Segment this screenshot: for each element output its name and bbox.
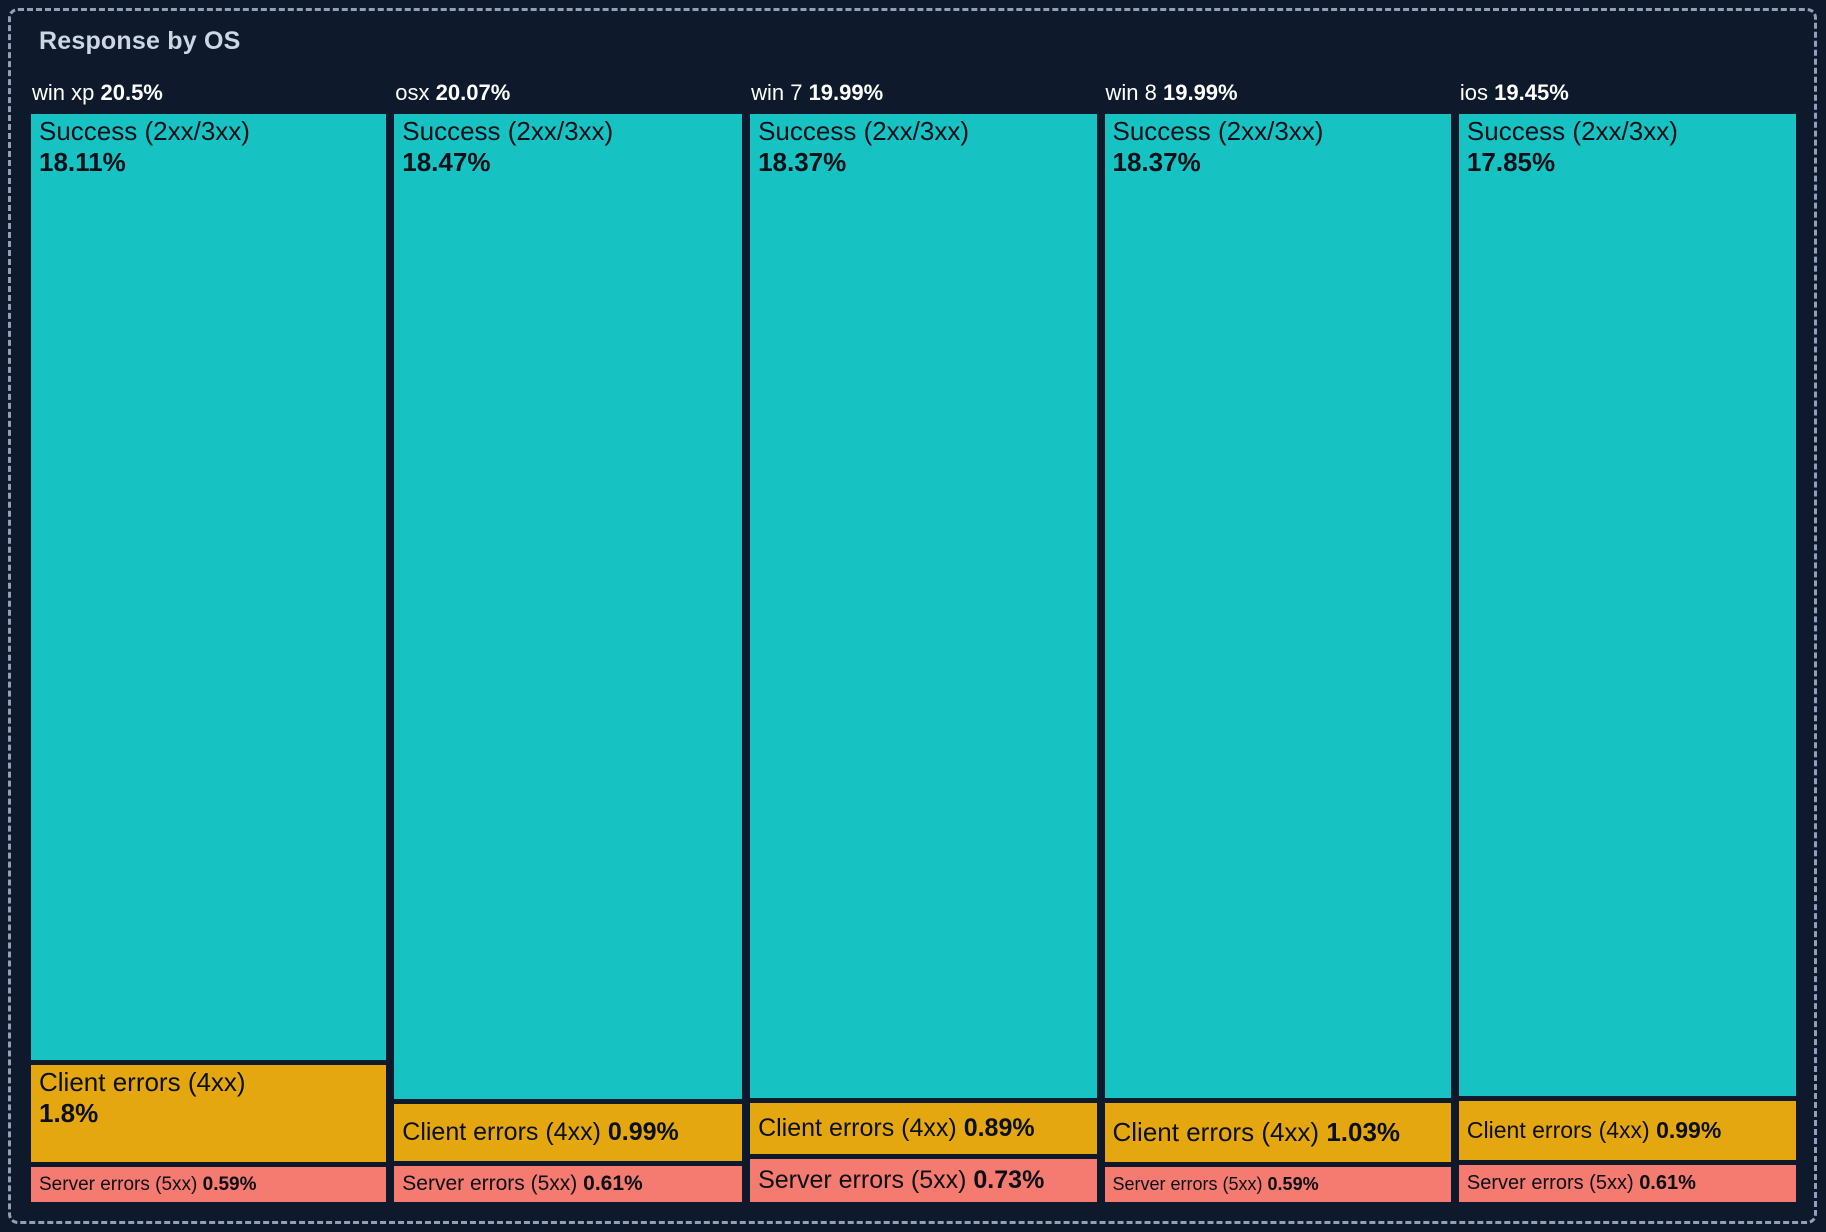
treemap-column-ios: ios 19.45% Success (2xx/3xx) 17.85% Clien… [1458, 80, 1796, 1203]
treemap-cell-server-errors[interactable]: Server errors (5xx) 0.59% [1104, 1166, 1451, 1202]
os-name: win 7 [751, 80, 803, 105]
cell-label: Success (2xx/3xx) [1112, 116, 1324, 146]
treemap-column-win-xp: win xp 20.5% Success (2xx/3xx) 18.11% Cli… [31, 80, 387, 1202]
treemap-cell-client-errors[interactable]: Client errors (4xx) 1.8% [31, 1064, 387, 1163]
cell-label: Server errors (5xx) [1466, 1171, 1634, 1194]
cell-value: 0.89% [963, 1113, 1035, 1142]
cell-value: 1.03% [1326, 1116, 1401, 1147]
column-segments: Success (2xx/3xx) 18.37% Client errors (4… [750, 114, 1097, 1202]
cell-label: Client errors (4xx) [1466, 1116, 1650, 1143]
column-segments: Success (2xx/3xx) 18.47% Client errors (4… [394, 114, 743, 1202]
os-name: ios [1459, 80, 1489, 105]
treemap-chart: win xp 20.5% Success (2xx/3xx) 18.11% Cli… [31, 80, 1796, 1203]
os-total-pct: 20.07% [435, 80, 511, 105]
cell-label: Success (2xx/3xx) [402, 116, 614, 146]
cell-value: 0.73% [973, 1166, 1045, 1195]
os-name: win xp [32, 80, 95, 105]
cell-value: 0.61% [583, 1171, 643, 1195]
cell-value: 18.37% [758, 147, 847, 178]
os-total-pct: 20.5% [100, 80, 163, 105]
cell-label: Client errors (4xx) [402, 1117, 601, 1146]
treemap-column-win-8: win 8 19.99% Success (2xx/3xx) 18.37% Cli… [1104, 80, 1451, 1202]
cell-value: 0.99% [607, 1117, 679, 1146]
cell-value: 1.8% [39, 1097, 99, 1128]
treemap-cell-server-errors[interactable]: Server errors (5xx) 0.61% [394, 1165, 743, 1202]
os-total-pct: 19.99% [808, 80, 884, 105]
panel-title: Response by OS [39, 27, 241, 55]
treemap-cell-server-errors[interactable]: Server errors (5xx) 0.73% [750, 1159, 1097, 1202]
response-by-os-panel: Response by OS win xp 20.5% Success (2xx… [8, 8, 1817, 1224]
column-header-win-7: win 7 19.99% [751, 80, 1096, 106]
os-name: win 8 [1105, 80, 1157, 105]
cell-value: 18.37% [1112, 147, 1201, 178]
cell-value: 17.85% [1466, 147, 1556, 178]
cell-value: 0.99% [1656, 1116, 1722, 1143]
column-segments: Success (2xx/3xx) 18.37% Client errors (4… [1104, 114, 1451, 1202]
treemap-cell-client-errors[interactable]: Client errors (4xx) 0.99% [1458, 1101, 1796, 1160]
column-segments: Success (2xx/3xx) 17.85% Client errors (4… [1458, 114, 1796, 1203]
treemap-cell-success[interactable]: Success (2xx/3xx) 18.47% [394, 114, 743, 1100]
treemap-cell-success[interactable]: Success (2xx/3xx) 18.37% [1104, 114, 1451, 1098]
column-header-win-xp: win xp 20.5% [32, 80, 386, 106]
column-header-osx: osx 20.07% [395, 80, 742, 106]
treemap-column-win-7: win 7 19.99% Success (2xx/3xx) 18.37% Cli… [750, 80, 1097, 1202]
cell-label: Success (2xx/3xx) [1466, 116, 1678, 146]
cell-label: Success (2xx/3xx) [758, 116, 970, 146]
treemap-cell-client-errors[interactable]: Client errors (4xx) 0.89% [750, 1102, 1097, 1155]
treemap-cell-client-errors[interactable]: Client errors (4xx) 1.03% [1104, 1102, 1451, 1162]
cell-label: Server errors (5xx) [402, 1171, 578, 1195]
treemap-cell-success[interactable]: Success (2xx/3xx) 18.11% [31, 114, 387, 1060]
cell-value: 18.11% [39, 147, 126, 178]
cell-value: 18.47% [402, 147, 491, 178]
treemap-cell-success[interactable]: Success (2xx/3xx) 17.85% [1458, 114, 1796, 1097]
treemap-column-osx: osx 20.07% Success (2xx/3xx) 18.47% Clien… [394, 80, 743, 1202]
cell-label: Client errors (4xx) [1112, 1116, 1320, 1147]
cell-value: 0.59% [202, 1173, 257, 1195]
os-total-pct: 19.99% [1162, 80, 1238, 105]
cell-label: Client errors (4xx) [39, 1066, 246, 1097]
cell-label: Client errors (4xx) [758, 1113, 957, 1142]
column-segments: Success (2xx/3xx) 18.11% Client errors (4… [31, 114, 387, 1202]
os-name: osx [395, 80, 430, 105]
treemap-cell-server-errors[interactable]: Server errors (5xx) 0.61% [1458, 1164, 1796, 1203]
cell-label: Success (2xx/3xx) [39, 116, 250, 146]
treemap-cell-success[interactable]: Success (2xx/3xx) 18.37% [750, 114, 1097, 1098]
cell-label: Server errors (5xx) [758, 1166, 967, 1195]
cell-value: 0.59% [1267, 1173, 1319, 1194]
cell-label: Server errors (5xx) [39, 1173, 198, 1195]
column-header-ios: ios 19.45% [1460, 80, 1796, 106]
cell-value: 0.61% [1639, 1171, 1696, 1194]
column-header-win-8: win 8 19.99% [1106, 80, 1451, 106]
treemap-cell-client-errors[interactable]: Client errors (4xx) 0.99% [394, 1104, 743, 1161]
cell-label: Server errors (5xx) [1112, 1173, 1263, 1194]
os-total-pct: 19.45% [1494, 80, 1569, 105]
treemap-cell-server-errors[interactable]: Server errors (5xx) 0.59% [31, 1167, 387, 1202]
